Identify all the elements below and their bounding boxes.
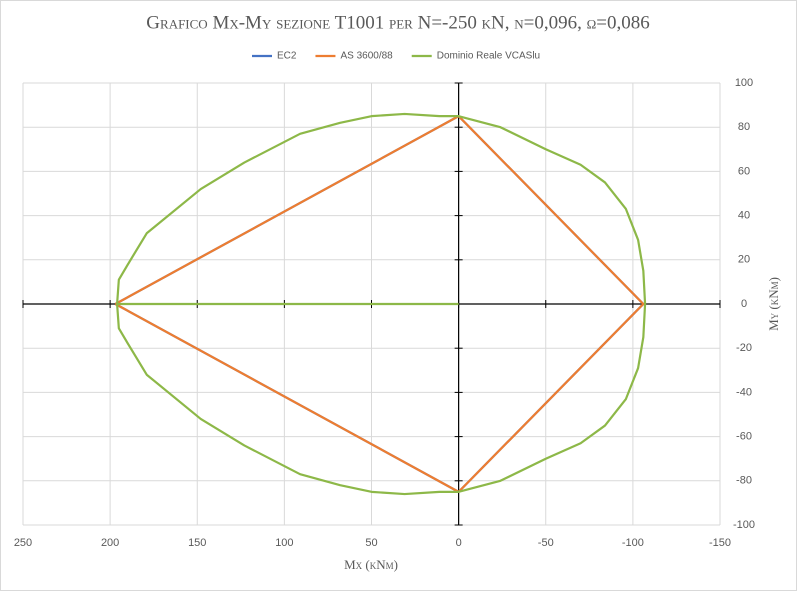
x-axis-title: Mx (kNm) — [344, 557, 398, 572]
legend: EC2 AS 3600/88 Dominio Reale VCASlu — [252, 51, 540, 62]
plot — [114, 112, 647, 496]
y-tick-label: 20 — [738, 254, 750, 266]
x-tick-label: -50 — [538, 537, 554, 549]
legend-label: AS 3600/88 — [340, 51, 393, 62]
y-tick-label: -100 — [733, 519, 755, 531]
chart-title: Grafico Mx-My sezione T1001 per N=-250 k… — [146, 12, 649, 33]
y-tick-label: 100 — [735, 77, 753, 89]
x-tick-label: 50 — [365, 537, 377, 549]
legend-label: Dominio Reale VCASlu — [437, 51, 540, 62]
x-tick-label: 150 — [188, 537, 206, 549]
y-tick-label: -60 — [736, 431, 752, 443]
x-tick-label: 250 — [14, 537, 32, 549]
y-tick-label: 0 — [741, 298, 747, 310]
y-tick-label: 40 — [738, 210, 750, 222]
series-line — [115, 112, 647, 496]
y-tick-label: -20 — [736, 342, 752, 354]
x-tick-label: 0 — [456, 537, 462, 549]
x-tick-label: -150 — [709, 537, 731, 549]
y-tick-label: 60 — [738, 165, 750, 177]
y-tick-label: 80 — [738, 121, 750, 133]
x-tick-label: 200 — [101, 537, 119, 549]
y-tick-label: -40 — [736, 386, 752, 398]
series-line — [114, 115, 645, 493]
x-tick-label: 100 — [275, 537, 293, 549]
legend-label: EC2 — [277, 51, 297, 62]
y-tick-label: -80 — [736, 475, 752, 487]
x-tick-label: -100 — [622, 537, 644, 549]
y-axis-title: My (kNm) — [766, 277, 781, 331]
